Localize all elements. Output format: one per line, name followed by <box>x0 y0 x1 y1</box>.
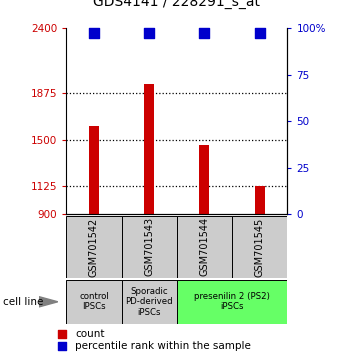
Text: GDS4141 / 228291_s_at: GDS4141 / 228291_s_at <box>93 0 260 9</box>
FancyBboxPatch shape <box>232 216 287 278</box>
Text: GSM701545: GSM701545 <box>255 217 265 276</box>
Bar <box>200 145 209 214</box>
Point <box>147 30 152 36</box>
Point <box>191 281 197 286</box>
FancyBboxPatch shape <box>177 280 287 324</box>
FancyBboxPatch shape <box>66 280 122 324</box>
Point <box>191 175 197 181</box>
Text: GSM701542: GSM701542 <box>89 217 99 276</box>
Text: GSM701544: GSM701544 <box>200 217 209 276</box>
Bar <box>89 126 99 214</box>
Text: cell line: cell line <box>3 297 44 307</box>
Text: control
IPSCs: control IPSCs <box>79 292 109 312</box>
Text: GSM701543: GSM701543 <box>144 217 154 276</box>
Point <box>202 30 207 36</box>
Polygon shape <box>39 297 58 307</box>
Bar <box>144 84 154 214</box>
Point <box>257 30 262 36</box>
Text: count: count <box>75 329 105 339</box>
Text: percentile rank within the sample: percentile rank within the sample <box>75 341 251 351</box>
Point <box>91 30 97 36</box>
Text: Sporadic
PD-derived
iPSCs: Sporadic PD-derived iPSCs <box>125 287 173 317</box>
FancyBboxPatch shape <box>122 280 177 324</box>
Bar <box>255 185 265 214</box>
FancyBboxPatch shape <box>122 216 177 278</box>
FancyBboxPatch shape <box>66 216 122 278</box>
FancyBboxPatch shape <box>177 216 232 278</box>
Text: presenilin 2 (PS2)
iPSCs: presenilin 2 (PS2) iPSCs <box>194 292 270 312</box>
